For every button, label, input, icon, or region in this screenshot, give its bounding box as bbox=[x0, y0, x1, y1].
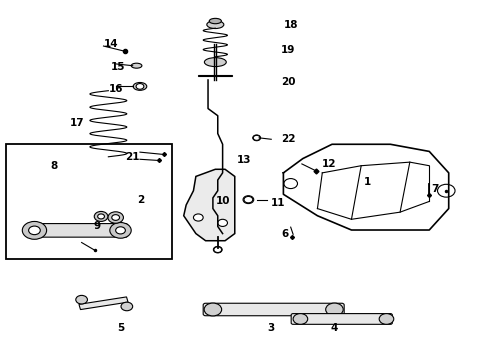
Polygon shape bbox=[183, 169, 234, 241]
Text: 3: 3 bbox=[267, 323, 274, 333]
Circle shape bbox=[136, 84, 143, 89]
Circle shape bbox=[121, 302, 132, 311]
Text: 4: 4 bbox=[330, 323, 337, 333]
Text: 10: 10 bbox=[215, 197, 229, 206]
Circle shape bbox=[193, 214, 203, 221]
Ellipse shape bbox=[204, 58, 226, 67]
Text: 17: 17 bbox=[69, 118, 84, 128]
Text: 19: 19 bbox=[281, 45, 295, 55]
Circle shape bbox=[244, 197, 252, 203]
Circle shape bbox=[108, 212, 123, 223]
Text: 1: 1 bbox=[363, 177, 370, 187]
Circle shape bbox=[217, 219, 227, 226]
Circle shape bbox=[213, 247, 221, 252]
Ellipse shape bbox=[133, 82, 146, 90]
Ellipse shape bbox=[209, 18, 221, 24]
Circle shape bbox=[29, 226, 40, 235]
Text: 2: 2 bbox=[137, 195, 144, 204]
Ellipse shape bbox=[206, 21, 224, 28]
Circle shape bbox=[116, 227, 125, 234]
Text: 5: 5 bbox=[117, 323, 124, 333]
Text: 20: 20 bbox=[281, 77, 295, 87]
Bar bbox=[79, 297, 128, 310]
Text: 13: 13 bbox=[237, 156, 251, 165]
Circle shape bbox=[378, 314, 393, 324]
Text: 18: 18 bbox=[283, 19, 297, 30]
Text: 16: 16 bbox=[108, 84, 122, 94]
Text: 14: 14 bbox=[103, 39, 118, 49]
Text: 8: 8 bbox=[50, 161, 57, 171]
Text: 11: 11 bbox=[271, 198, 285, 208]
Ellipse shape bbox=[213, 247, 222, 253]
Circle shape bbox=[112, 215, 119, 220]
FancyBboxPatch shape bbox=[28, 224, 127, 237]
FancyBboxPatch shape bbox=[290, 314, 391, 324]
Ellipse shape bbox=[131, 63, 142, 68]
Circle shape bbox=[110, 222, 131, 238]
Ellipse shape bbox=[243, 196, 253, 203]
Text: 9: 9 bbox=[94, 221, 101, 231]
Polygon shape bbox=[198, 75, 232, 76]
FancyBboxPatch shape bbox=[203, 303, 344, 316]
Bar bbox=[6, 144, 171, 258]
Text: 6: 6 bbox=[281, 229, 287, 239]
Text: 15: 15 bbox=[111, 63, 125, 72]
Ellipse shape bbox=[252, 135, 260, 141]
Text: 7: 7 bbox=[431, 184, 438, 194]
Circle shape bbox=[94, 211, 108, 221]
Circle shape bbox=[253, 135, 260, 140]
Text: 21: 21 bbox=[125, 152, 140, 162]
Circle shape bbox=[325, 303, 343, 316]
Circle shape bbox=[76, 296, 87, 304]
Text: 12: 12 bbox=[322, 159, 336, 169]
Circle shape bbox=[98, 214, 104, 219]
Circle shape bbox=[292, 314, 307, 324]
Circle shape bbox=[203, 303, 221, 316]
Text: 22: 22 bbox=[281, 134, 295, 144]
Circle shape bbox=[22, 221, 46, 239]
